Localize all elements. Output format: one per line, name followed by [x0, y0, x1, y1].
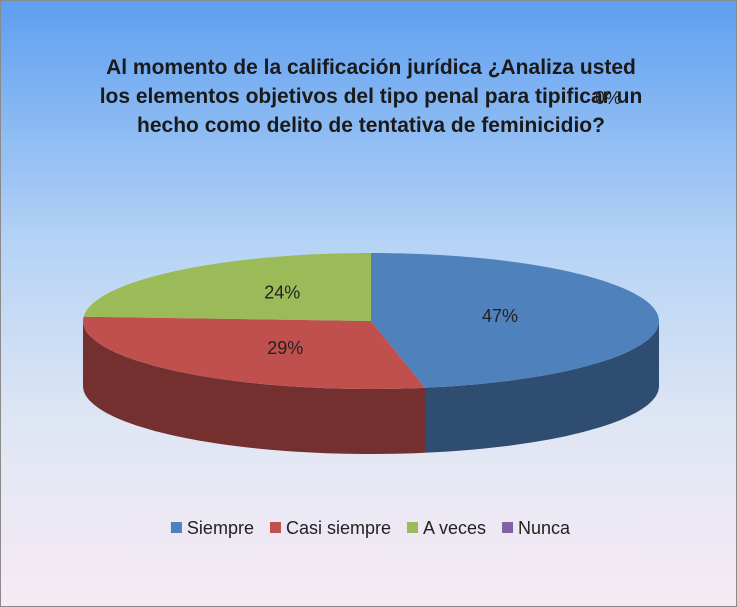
- data-label: 47%: [482, 306, 518, 326]
- legend: Siempre Casi siempre A veces Nunca: [170, 518, 571, 538]
- legend-swatch: [269, 522, 281, 533]
- legend-label: A veces: [423, 518, 486, 538]
- data-label: 0%: [595, 88, 621, 108]
- data-label: 24%: [264, 282, 300, 302]
- data-label: 29%: [267, 338, 303, 358]
- legend-swatch: [406, 522, 418, 533]
- legend-label: Siempre: [187, 518, 254, 538]
- legend-swatch: [502, 522, 514, 533]
- slice: [83, 316, 425, 389]
- slice-side: [83, 321, 425, 454]
- legend-label: Casi siempre: [286, 518, 391, 538]
- legend-label: Nunca: [518, 518, 571, 538]
- legend-swatch: [170, 522, 182, 533]
- slice-side: [425, 321, 659, 453]
- chart-title: Al momento de la calificación jurídica ¿…: [99, 56, 643, 137]
- slice: [371, 253, 659, 388]
- slice: [83, 253, 371, 321]
